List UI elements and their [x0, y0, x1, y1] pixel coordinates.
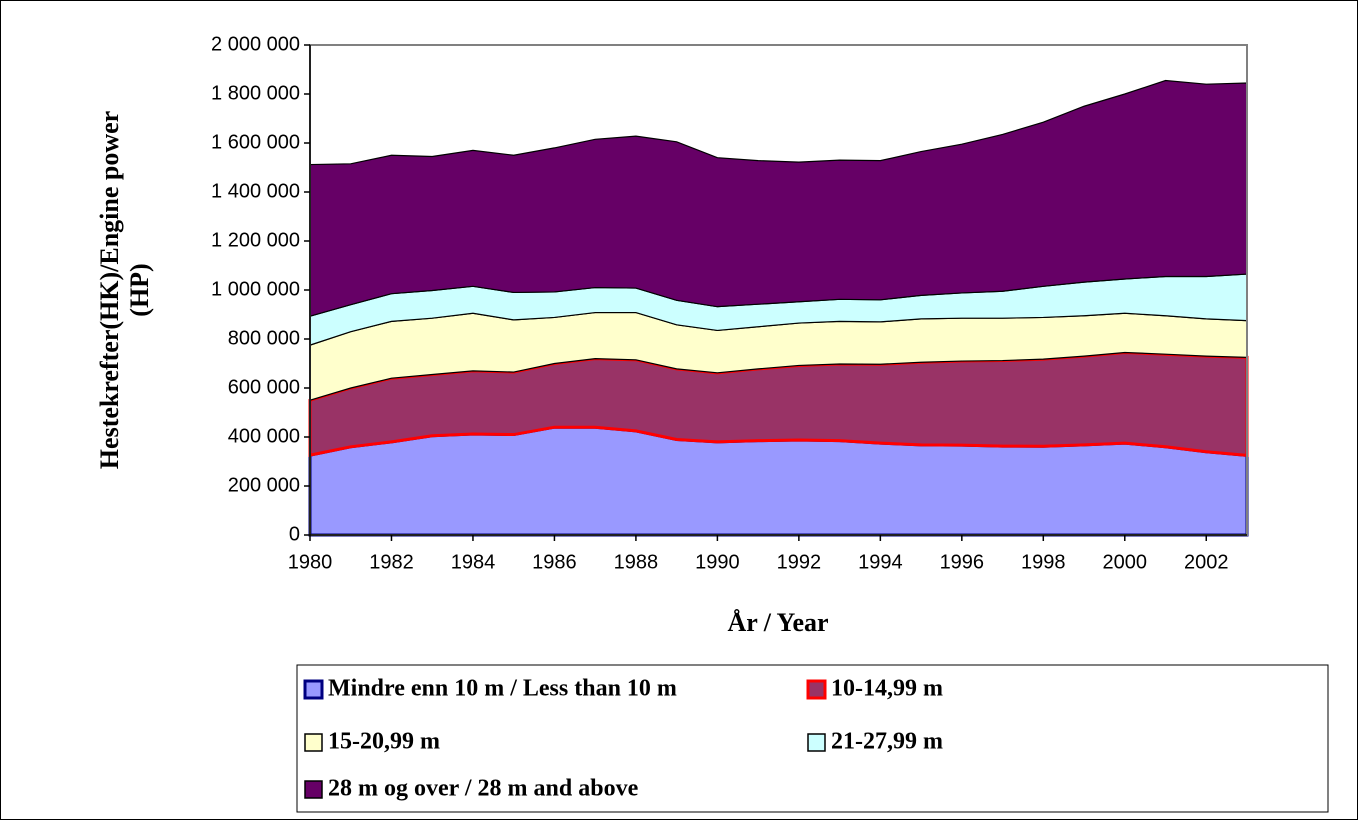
x-tick-label: 1990 [695, 551, 740, 573]
x-tick-label: 1984 [451, 551, 496, 573]
legend-swatch [807, 733, 826, 752]
y-axis-label: (HP) [125, 263, 154, 316]
x-tick-label: 1988 [614, 551, 659, 573]
x-tick-label: 1982 [369, 551, 414, 573]
legend-label: 28 m og over / 28 m and above [328, 776, 639, 802]
x-tick-label: 1994 [858, 551, 903, 573]
legend-swatch [303, 679, 324, 700]
x-tick-label: 2002 [1184, 551, 1229, 573]
y-tick-label: 2 000 000 [211, 33, 300, 55]
legend-label: 10-14,99 m [831, 676, 943, 702]
x-tick-label: 1996 [940, 551, 985, 573]
y-tick-label: 400 000 [228, 425, 300, 447]
y-tick-label: 1 800 000 [211, 82, 300, 104]
y-tick-label: 1 200 000 [211, 229, 300, 251]
y-tick-label: 200 000 [228, 474, 300, 496]
y-tick-label: 800 000 [228, 327, 300, 349]
y-tick-label: 600 000 [228, 376, 300, 398]
legend-label: 15-20,99 m [328, 729, 440, 755]
legend-swatch [304, 780, 323, 799]
y-tick-label: 1 000 000 [211, 278, 300, 300]
legend-label: Mindre enn 10 m / Less than 10 m [328, 676, 677, 702]
x-axis-label: År / Year [727, 608, 828, 637]
y-axis-label: Hestekrefter(HK)/Engine power [95, 111, 124, 469]
y-tick-label: 0 [289, 523, 300, 545]
legend-label: 21-27,99 m [831, 729, 943, 755]
x-tick-label: 1980 [288, 551, 333, 573]
legend-swatch [304, 733, 323, 752]
x-tick-label: 1998 [1021, 551, 1066, 573]
x-tick-label: 1986 [532, 551, 577, 573]
y-tick-label: 1 400 000 [211, 180, 300, 202]
x-tick-label: 2000 [1103, 551, 1148, 573]
legend-swatch [806, 679, 827, 700]
y-tick-label: 1 600 000 [211, 131, 300, 153]
x-tick-label: 1992 [777, 551, 822, 573]
